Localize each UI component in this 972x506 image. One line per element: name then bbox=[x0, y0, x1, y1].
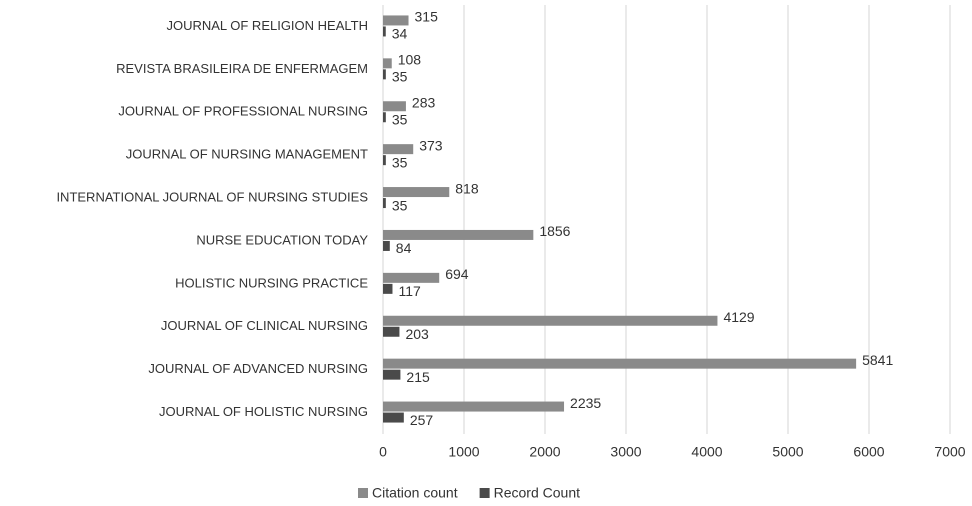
data-label: 35 bbox=[392, 154, 408, 170]
bar bbox=[383, 101, 406, 112]
data-label: 35 bbox=[392, 69, 408, 85]
bar bbox=[383, 272, 440, 283]
bar bbox=[383, 326, 400, 337]
bar bbox=[383, 369, 401, 380]
bar bbox=[383, 283, 393, 294]
data-label: 215 bbox=[406, 369, 430, 385]
data-label: 35 bbox=[392, 111, 408, 127]
data-label: 108 bbox=[398, 52, 422, 68]
data-label: 4129 bbox=[723, 309, 754, 325]
y-tick-label: JOURNAL OF HOLISTIC NURSING bbox=[159, 404, 368, 419]
bar bbox=[383, 412, 404, 423]
data-label: 117 bbox=[398, 283, 421, 299]
bar bbox=[383, 401, 565, 412]
y-tick-label: JOURNAL OF ADVANCED NURSING bbox=[148, 361, 368, 376]
y-tick-label: INTERNATIONAL JOURNAL OF NURSING STUDIES bbox=[56, 189, 368, 204]
data-label: 373 bbox=[419, 137, 443, 153]
bar bbox=[383, 69, 386, 80]
x-tick-label: 7000 bbox=[934, 444, 965, 460]
bar bbox=[383, 198, 386, 209]
y-tick-label: REVISTA BRASILEIRA DE ENFERMAGEM bbox=[116, 61, 368, 76]
y-tick-label: JOURNAL OF NURSING MANAGEMENT bbox=[126, 147, 368, 162]
bar bbox=[383, 240, 390, 251]
data-label: 5841 bbox=[862, 352, 893, 368]
data-label: 34 bbox=[392, 26, 408, 42]
legend-label: Citation count bbox=[372, 485, 458, 501]
data-label: 694 bbox=[445, 266, 469, 282]
x-tick-label: 0 bbox=[379, 444, 387, 460]
data-label: 257 bbox=[410, 412, 434, 428]
bar bbox=[383, 112, 386, 123]
bar bbox=[383, 155, 386, 166]
data-label: 35 bbox=[392, 197, 408, 213]
x-tick-label: 2000 bbox=[529, 444, 560, 460]
data-label: 203 bbox=[405, 326, 429, 342]
y-tick-label: NURSE EDUCATION TODAY bbox=[196, 232, 368, 247]
y-tick-label: HOLISTIC NURSING PRACTICE bbox=[175, 275, 368, 290]
bar bbox=[383, 144, 414, 155]
legend-swatch bbox=[358, 488, 368, 498]
y-tick-label: JOURNAL OF RELIGION HEALTH bbox=[166, 18, 368, 33]
y-tick-label: JOURNAL OF CLINICAL NURSING bbox=[161, 318, 368, 333]
data-label: 818 bbox=[455, 180, 479, 196]
bar bbox=[383, 229, 534, 240]
legend-label: Record Count bbox=[494, 485, 580, 501]
bar bbox=[383, 26, 386, 37]
data-label: 1856 bbox=[539, 223, 570, 239]
x-tick-label: 3000 bbox=[610, 444, 641, 460]
bar bbox=[383, 15, 409, 26]
data-label: 2235 bbox=[570, 395, 601, 411]
x-tick-label: 1000 bbox=[448, 444, 479, 460]
legend-swatch bbox=[479, 488, 490, 498]
x-tick-label: 4000 bbox=[691, 444, 722, 460]
data-label: 283 bbox=[412, 94, 436, 110]
data-label: 84 bbox=[396, 240, 412, 256]
bar bbox=[383, 58, 392, 69]
data-label: 315 bbox=[415, 9, 439, 25]
y-tick-label: JOURNAL OF PROFESSIONAL NURSING bbox=[118, 104, 368, 119]
x-tick-label: 5000 bbox=[772, 444, 803, 460]
bar bbox=[383, 315, 718, 326]
x-tick-label: 6000 bbox=[853, 444, 884, 460]
bar bbox=[383, 358, 857, 369]
bar bbox=[383, 187, 450, 198]
